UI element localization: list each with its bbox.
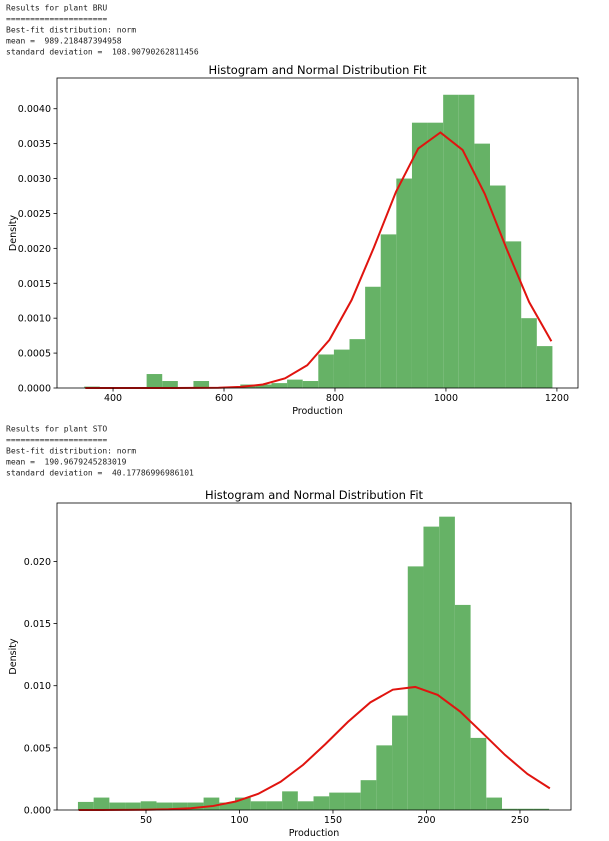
chart-title: Histogram and Normal Distribution Fit [205,488,424,502]
histogram-bar [443,94,459,388]
x-tick-label: 150 [324,815,342,826]
x-tick-label: 1000 [434,393,458,404]
x-axis-label: Production [289,828,340,839]
output-line: Results for plant BRU [6,4,107,13]
y-axis-label: Density [8,215,19,251]
y-tick-label: 0.0010 [18,314,51,325]
histogram-bar [287,379,303,388]
x-tick-label: 200 [417,815,435,826]
histogram-bar [172,802,188,810]
y-tick-label: 0.0030 [18,174,51,185]
x-axis-label: Production [292,406,343,417]
x-tick-label: 50 [140,815,152,826]
x-tick-label: 1200 [545,393,569,404]
histogram-bar [266,801,283,810]
histogram-bar [502,808,518,810]
histogram-bar [333,349,350,388]
x-tick-label: 250 [511,815,529,826]
axes-frame [56,77,579,389]
histogram-bar [140,801,157,810]
histogram-bar [193,381,210,388]
histogram-bar [162,381,178,388]
histogram-bar [365,286,381,388]
histogram-bar [360,780,377,810]
histogram-bar [486,797,503,810]
histogram-bar [517,808,534,810]
y-tick-label: 0.0015 [18,279,51,290]
x-tick-label: 800 [326,393,344,404]
histogram-bar [411,122,428,388]
y-tick-label: 0.0035 [18,139,51,150]
fit-curve [78,685,551,811]
histogram-bar [302,381,319,388]
histogram-bar [125,802,141,810]
histogram-bar [282,791,298,810]
histogram-bar [489,185,506,388]
histogram-bar [297,801,314,810]
output-line: mean = 989.218487394958 [6,37,122,46]
output-line: Results for plant STO [6,425,107,434]
output-line: Best-fit distribution: norm [6,447,136,456]
y-tick-label: 0.000 [24,806,51,817]
y-tick-label: 0.0000 [18,384,51,395]
chart-title: Histogram and Normal Distribution Fit [208,63,427,77]
axes-frame [56,502,572,811]
output-line: ===================== [6,15,107,24]
histogram-bar [470,737,487,810]
y-tick-label: 0.0005 [18,349,51,360]
histogram-bar [156,802,173,810]
histogram-bar [376,745,393,810]
histogram-bar [474,143,490,388]
histogram-bar [109,802,126,810]
histogram-bar [427,122,444,388]
histogram-bar [454,604,471,810]
histogram-bar [187,802,204,810]
histogram-bar [93,797,110,810]
histogram-bar [146,374,163,388]
histogram-bar [344,792,361,810]
y-axis-label: Density [8,638,19,674]
output-line: ===================== [6,436,107,445]
histogram-bar [533,808,550,810]
y-tick-label: 0.005 [24,743,51,754]
output-line: mean = 190.9679245283019 [6,458,127,467]
histogram-bar [521,318,537,388]
histogram-bar [271,383,288,388]
y-tick-label: 0.010 [24,681,51,692]
y-tick-label: 0.015 [24,619,51,630]
histogram-bar [349,339,366,388]
histogram-bar [380,234,397,388]
histogram-bar [318,354,334,388]
histogram-bar [77,801,94,810]
output-line: Best-fit distribution: norm [6,26,136,35]
y-tick-label: 0.0025 [18,209,51,220]
histogram-bar [313,796,330,810]
histogram-bar [439,516,455,810]
histogram-bar [536,346,553,388]
histogram-bar [203,797,220,810]
histogram-bar [219,802,236,810]
histogram-bar [505,241,522,388]
y-tick-label: 0.020 [24,557,51,568]
histogram-bar [255,384,272,388]
histogram-bar [407,566,424,810]
histogram-bar [329,792,345,810]
histogram-bar [392,715,408,810]
histogram-bar [423,526,440,810]
histogram-bar [250,801,267,810]
y-tick-label: 0.0040 [18,104,51,115]
y-tick-label: 0.0020 [18,244,51,255]
x-tick-label: 600 [215,393,233,404]
x-tick-label: 100 [230,815,248,826]
histogram-bar [458,94,475,388]
histogram-bar [396,178,412,388]
output-line: standard deviation = 108.90790262811456 [6,48,199,57]
output-line: standard deviation = 40.17786996986101 [6,469,194,478]
x-tick-label: 400 [104,393,122,404]
